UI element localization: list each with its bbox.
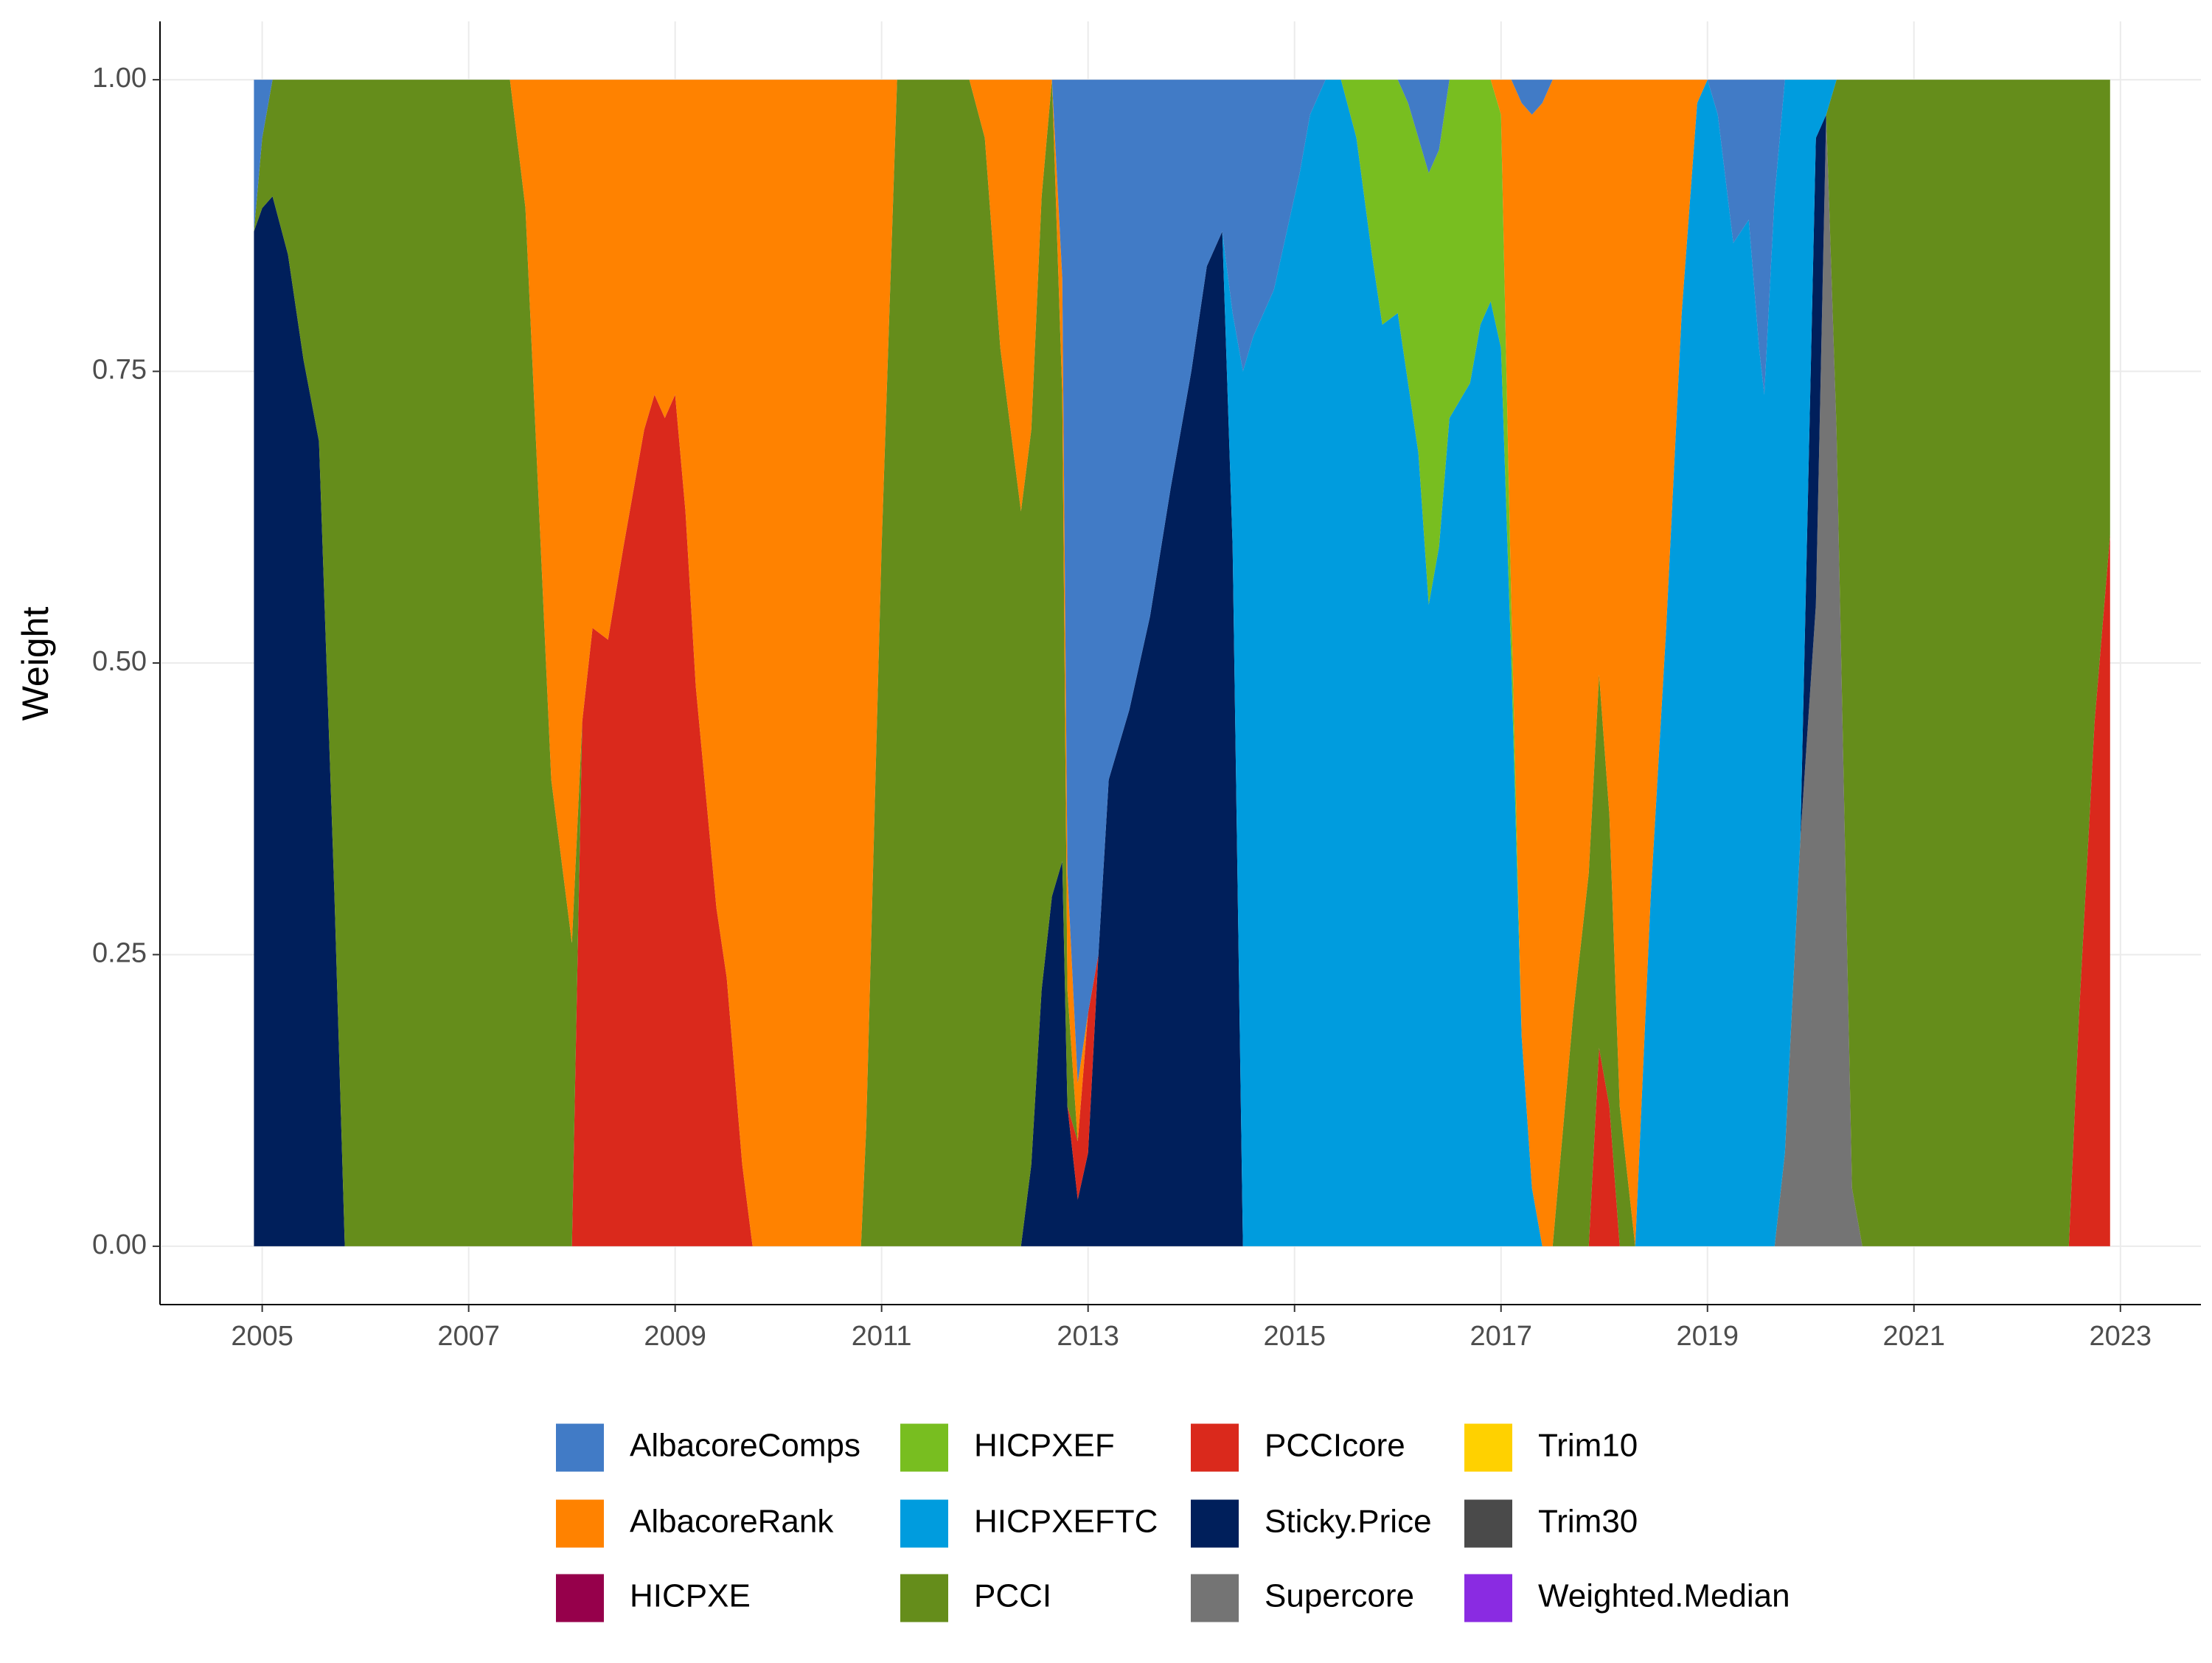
area	[254, 114, 2110, 1246]
legend-swatch	[556, 1574, 604, 1622]
y-tick-label: 0.50	[92, 646, 147, 677]
legend-swatch	[1191, 1574, 1239, 1622]
y-tick-label: 0.25	[92, 937, 147, 968]
x-tick-label: 2011	[852, 1321, 912, 1352]
legend-label: HICPXE	[630, 1578, 751, 1614]
x-tick-label: 2017	[1470, 1321, 1532, 1352]
area	[254, 80, 2110, 1246]
legend-swatch	[900, 1423, 948, 1472]
legend-swatch	[900, 1499, 948, 1548]
legend-label: PCCIcore	[1265, 1428, 1405, 1464]
legend-swatch	[1191, 1499, 1239, 1548]
legend-label: Weighted.Median	[1538, 1578, 1790, 1614]
area	[254, 80, 2110, 1246]
legend-swatch	[1464, 1499, 1512, 1548]
legend-label: AlbacoreRank	[630, 1504, 834, 1540]
legend-item: HICPXE	[556, 1574, 751, 1622]
legend-item: HICPXEFTC	[900, 1499, 1158, 1548]
legend-item: AlbacoreComps	[556, 1423, 860, 1472]
area	[254, 80, 2110, 1246]
legend-swatch	[1464, 1574, 1512, 1622]
legend-label: AlbacoreComps	[630, 1428, 860, 1464]
y-tick-label: 0.00	[92, 1229, 147, 1260]
legend-swatch	[556, 1423, 604, 1472]
legend-swatch	[556, 1499, 604, 1548]
legend-item: Trim10	[1464, 1423, 1638, 1472]
y-tick-label: 1.00	[92, 63, 147, 94]
x-tick-label: 2009	[644, 1321, 706, 1352]
legend-swatch	[1464, 1423, 1512, 1472]
legend-label: Supercore	[1265, 1578, 1414, 1614]
legend-item: AlbacoreRank	[556, 1499, 834, 1548]
x-tick-label: 2005	[231, 1321, 293, 1352]
legend-swatch	[1191, 1423, 1239, 1472]
legend-label: Sticky.Price	[1265, 1504, 1432, 1540]
x-tick-label: 2021	[1882, 1321, 1945, 1352]
x-tick-label: 2015	[1263, 1321, 1326, 1352]
legend-label: HICPXEFTC	[974, 1504, 1158, 1540]
x-tick-label: 2019	[1676, 1321, 1739, 1352]
legend-item: Weighted.Median	[1464, 1574, 1790, 1622]
legend-item: Supercore	[1191, 1574, 1414, 1622]
area	[254, 80, 2110, 1083]
legend-label: PCCI	[974, 1578, 1051, 1614]
legend-label: HICPXEF	[974, 1428, 1115, 1464]
legend-label: Trim10	[1538, 1428, 1638, 1464]
legend-item: Sticky.Price	[1191, 1499, 1432, 1548]
x-tick-label: 2023	[2090, 1321, 2152, 1352]
legend-item: PCCI	[900, 1574, 1051, 1622]
y-axis-label: Weight	[15, 607, 56, 721]
area	[254, 114, 2110, 1246]
legend-swatch	[900, 1574, 948, 1622]
y-tick-label: 0.75	[92, 355, 147, 386]
legend-item: HICPXEF	[900, 1423, 1115, 1472]
legend-item: PCCIcore	[1191, 1423, 1405, 1472]
x-tick-label: 2013	[1057, 1321, 1119, 1352]
legend-item: Trim30	[1464, 1499, 1638, 1548]
legend-label: Trim30	[1538, 1504, 1638, 1540]
x-tick-label: 2007	[437, 1321, 500, 1352]
